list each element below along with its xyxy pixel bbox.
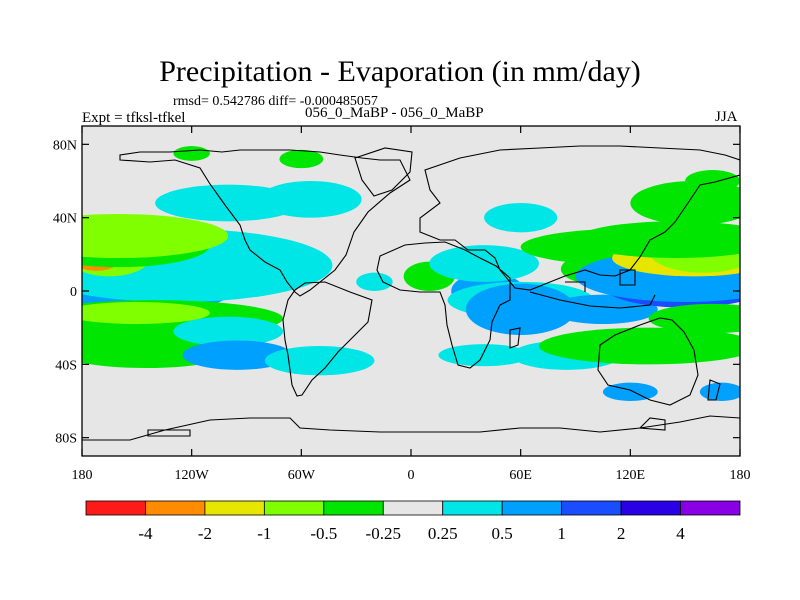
x-tick-label: 180: [730, 468, 751, 483]
y-tick-label: 0: [70, 285, 77, 300]
x-tick-label: 0: [408, 468, 415, 483]
anomaly-patch: [259, 181, 362, 218]
x-tick-label: 120E: [616, 468, 646, 483]
colorbar-label: -1: [257, 524, 271, 543]
x-tick-label: 180: [72, 468, 93, 483]
colorbar-swatch: [501, 500, 563, 516]
rmsd-diff-stats: rmsd= 0.542786 diff= -0.000485057: [173, 94, 378, 109]
coastline-new-zealand: [707, 379, 721, 401]
x-tick-label: 60W: [288, 468, 316, 483]
experiment-label: Expt = tfksl-tfkel: [82, 110, 186, 126]
case-label: 056_0_MaBP - 056_0_MaBP: [305, 105, 484, 121]
season-label: JJA: [715, 109, 738, 125]
anomaly-patch: [630, 181, 740, 225]
coastline-north-america: [119, 149, 411, 297]
colorbar-swatch: [680, 500, 741, 516]
anomaly-patch: [82, 302, 210, 324]
coastline-madagascar: [509, 327, 521, 349]
coastline-greenland: [354, 147, 413, 197]
anomaly-patch: [173, 146, 210, 161]
colorbar-swatch: [85, 500, 146, 516]
y-tick-label: 80N: [53, 138, 77, 153]
anomaly-patch: [648, 303, 740, 334]
anomaly-patch: [538, 327, 740, 365]
x-axis-ticks: 180 120W 60W 0 60E 120E 180: [72, 126, 751, 483]
anomaly-patch: [575, 221, 740, 258]
colorbar-swatch: [620, 500, 681, 516]
y-axis-ticks: 80N 40N 0 40S 80S: [53, 138, 740, 447]
coastline-antarctica: [82, 415, 740, 441]
anomaly-patch: [699, 382, 740, 401]
anomaly-patch: [264, 346, 375, 376]
colorbar-label: -0.25: [366, 524, 401, 543]
anomaly-patch: [484, 203, 558, 233]
colorbar-swatch: [561, 500, 622, 516]
anomaly-patch: [356, 272, 393, 292]
x-tick-label: 60E: [509, 468, 532, 483]
y-tick-label: 40S: [55, 358, 77, 373]
anomaly-patch: [182, 340, 293, 370]
colorbar-swatch: [442, 500, 503, 516]
anomaly-patch: [279, 149, 324, 169]
anomaly-layer: [82, 146, 740, 402]
anomaly-patch: [548, 294, 658, 325]
anomaly-patch: [429, 245, 539, 282]
colorbar-label: -0.5: [310, 524, 337, 543]
coastline-africa: [376, 241, 511, 369]
colorbar-label: -4: [138, 524, 153, 543]
anomaly-patch: [82, 214, 229, 258]
colorbar-label: 4: [676, 524, 685, 543]
y-tick-label: 40N: [53, 212, 77, 227]
anomaly-patch: [438, 344, 530, 367]
colorbar-label: 0.25: [428, 524, 458, 543]
colorbar-swatch: [145, 500, 206, 516]
colorbar: -4 -2 -1 -0.5 -0.25 0.25 0.5 1 2 4: [85, 500, 741, 543]
anomaly-patch: [685, 170, 740, 192]
colorbar-label: 2: [617, 524, 626, 543]
coastline-indonesia: [529, 269, 656, 309]
coastline-layer: [82, 145, 740, 441]
y-tick-label: 80S: [55, 432, 77, 447]
colorbar-swatch: [263, 500, 325, 516]
colorbar-swatch: [204, 500, 265, 516]
colorbar-swatch: [323, 500, 384, 516]
chart-title: Precipitation - Evaporation (in mm/day): [159, 55, 641, 88]
colorbar-label: 0.5: [492, 524, 513, 543]
colorbar-label: -2: [198, 524, 212, 543]
coastline-australia: [597, 317, 699, 406]
colorbar-label: 1: [557, 524, 566, 543]
coastline-south-america: [282, 281, 373, 397]
x-tick-label: 120W: [175, 468, 210, 483]
colorbar-swatch: [382, 500, 444, 516]
anomaly-patch: [173, 316, 284, 347]
